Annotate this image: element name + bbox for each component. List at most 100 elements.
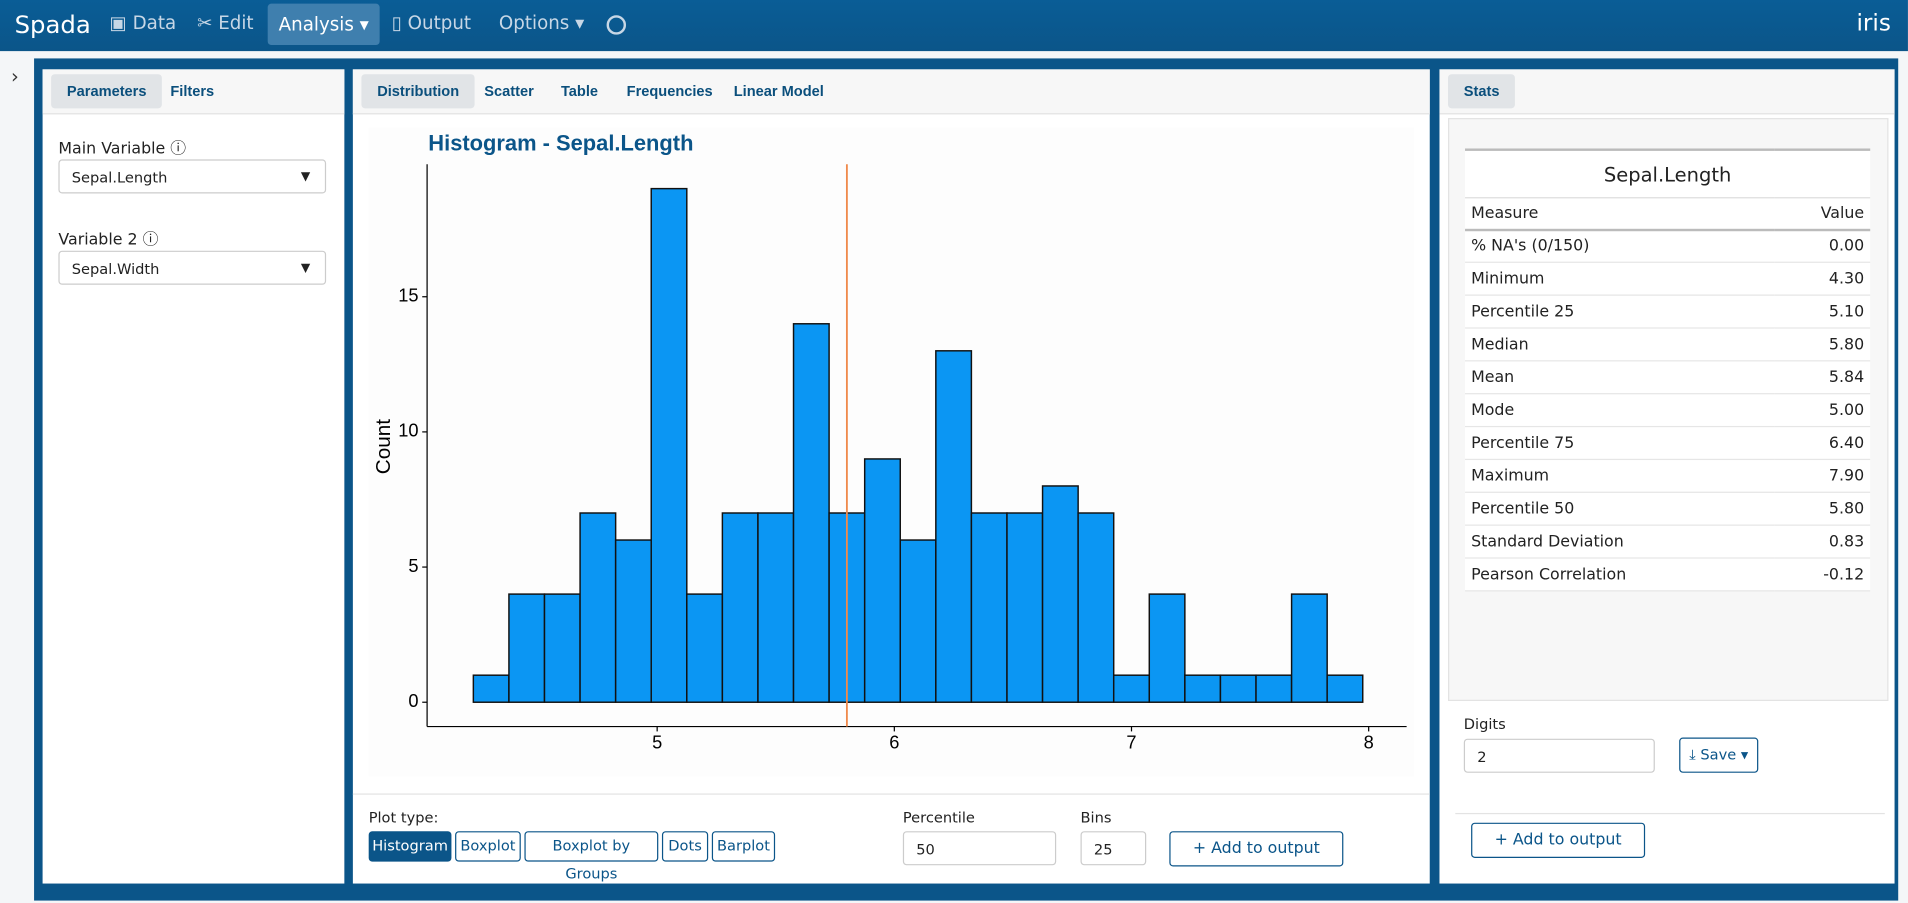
tab-bar: Parameters Filters xyxy=(42,69,345,115)
stats-cell: 5.10 xyxy=(1828,302,1865,321)
x-tick-label: 7 xyxy=(1126,731,1136,752)
stats-row: % NA's (0/150) 0.00 xyxy=(1465,229,1871,263)
stats-cell: -0.12 xyxy=(1823,565,1865,584)
plot-type-label: Plot type: xyxy=(368,809,439,827)
plot-type-button[interactable]: Dots xyxy=(661,831,709,862)
digits-input[interactable]: 2 xyxy=(1463,738,1655,773)
navbar: Spada ▣ Data ✂ Edit Analysis ▾ ▯ Output … xyxy=(0,0,1908,52)
nav-analysis[interactable]: Analysis ▾ xyxy=(267,3,380,46)
stats-title: Sepal.Length xyxy=(1603,162,1732,186)
right-panel: Stats Sepal.Length Measure Value % NA's (… xyxy=(1439,69,1895,884)
percentile-label: Percentile xyxy=(902,809,975,827)
tab[interactable]: Distribution xyxy=(361,74,475,109)
bar xyxy=(686,593,724,703)
bar xyxy=(614,539,652,703)
center-panel: Distribution Scatter Table Frequencies L… xyxy=(352,69,1430,884)
tab-bar: Distribution Scatter Table Frequencies L… xyxy=(352,69,1430,115)
nav-output[interactable]: ▯ Output xyxy=(391,12,472,35)
bins-label: Bins xyxy=(1080,809,1112,827)
stats-row: Median 5.80 xyxy=(1465,328,1871,361)
stats-cell: 7.90 xyxy=(1828,466,1865,485)
github-icon[interactable] xyxy=(606,15,627,36)
bar xyxy=(1219,674,1257,703)
nav-label: Options xyxy=(498,12,570,35)
percentile-input[interactable]: 50 xyxy=(902,831,1057,866)
add-output-button[interactable]: + Add to output xyxy=(1471,822,1646,858)
y-axis-label: Count xyxy=(372,419,395,474)
stats-box: Sepal.Length Measure Value % NA's (0/150)… xyxy=(1447,118,1889,701)
digits-label: Digits xyxy=(1463,715,1506,733)
tab[interactable]: Scatter xyxy=(484,82,534,100)
nav-label: Data xyxy=(132,12,177,35)
add-output-button[interactable]: + Add to output xyxy=(1169,831,1344,867)
header-cell: Measure xyxy=(1471,204,1539,223)
select-value: Sepal.Width xyxy=(71,260,160,278)
bar xyxy=(1255,674,1293,703)
left-panel: Parameters Filters Main Variable ⓘ Sepal… xyxy=(42,69,345,884)
field-label: Variable 2 ⓘ xyxy=(58,231,159,250)
tab[interactable]: Frequencies xyxy=(626,82,713,100)
stats-cell: 0.83 xyxy=(1828,532,1865,551)
bar xyxy=(721,512,759,703)
stats-row: Mode 5.00 xyxy=(1465,394,1871,427)
tab[interactable]: Stats xyxy=(1447,74,1516,109)
stats-row: Percentile 50 5.80 xyxy=(1465,492,1871,526)
button-text: Save xyxy=(1700,746,1737,764)
stats-cell: 6.40 xyxy=(1828,433,1865,453)
bar xyxy=(1006,512,1044,703)
select[interactable]: Sepal.Width ▼ xyxy=(58,250,327,285)
stats-cell: Pearson Correlation xyxy=(1471,565,1627,584)
save-button[interactable]: ⤓ Save ▾ xyxy=(1679,737,1759,773)
stats-cell: Mean xyxy=(1471,368,1515,387)
chart: Histogram - Sepal.Length Count 0 5 10 15 5 6 7… xyxy=(368,127,1414,777)
bar xyxy=(1077,512,1115,703)
plot-type-button[interactable]: Boxplot xyxy=(455,831,521,862)
stats-cell: Minimum xyxy=(1471,269,1545,288)
nav-options[interactable]: Options ▾ xyxy=(498,12,585,35)
select-value: Sepal.Length xyxy=(71,169,168,187)
button-text: Add to output xyxy=(1512,831,1622,850)
label-text: Main Variable xyxy=(58,139,166,159)
stats-cell: Mode xyxy=(1471,401,1515,420)
stats-row: Percentile 25 5.10 xyxy=(1465,295,1871,328)
tab[interactable]: Filters xyxy=(170,82,215,100)
bar xyxy=(1148,593,1186,703)
bar xyxy=(1326,674,1364,703)
stats-cell: 5.00 xyxy=(1828,401,1865,420)
stats-cell: Maximum xyxy=(1471,466,1550,485)
bar xyxy=(899,539,937,703)
bar xyxy=(650,187,688,703)
stats-table: Sepal.Length Measure Value % NA's (0/150)… xyxy=(1465,148,1871,592)
sidebar-toggle[interactable]: › xyxy=(10,64,19,88)
plot-type-button[interactable]: Histogram xyxy=(368,831,452,862)
stats-row: Mean 5.84 xyxy=(1465,361,1871,394)
x-tick-label: 6 xyxy=(889,731,899,752)
bar xyxy=(935,350,973,703)
nav-edit[interactable]: ✂ Edit xyxy=(197,12,254,35)
tab[interactable]: Table xyxy=(560,82,599,100)
tab[interactable]: Parameters xyxy=(51,74,163,109)
tab[interactable]: Linear Model xyxy=(733,82,824,100)
stats-cell: % NA's (0/150) xyxy=(1471,237,1590,256)
nav-label: Analysis xyxy=(278,13,354,36)
brand[interactable]: Spada xyxy=(14,9,91,39)
bar xyxy=(863,458,901,703)
header-cell: Value xyxy=(1820,204,1865,223)
select[interactable]: Sepal.Length ▼ xyxy=(58,159,327,194)
bar xyxy=(543,593,581,703)
stats-cell: 5.84 xyxy=(1828,368,1865,387)
stats-row: Percentile 75 6.40 xyxy=(1465,427,1871,460)
stats-cell: Standard Deviation xyxy=(1471,532,1624,551)
chart-title: Histogram - Sepal.Length xyxy=(428,131,693,156)
nav-label: Edit xyxy=(218,12,254,35)
bar xyxy=(508,593,546,703)
stats-row: Maximum 7.90 xyxy=(1465,459,1871,493)
bar xyxy=(1112,674,1151,703)
button-text: Add to output xyxy=(1211,839,1320,858)
bins-input[interactable]: 25 xyxy=(1080,831,1147,866)
plot-type-button[interactable]: Barplot xyxy=(711,831,776,862)
nav-data[interactable]: ▣ Data xyxy=(109,12,177,35)
plot-type-button[interactable]: Boxplot by Groups xyxy=(524,831,659,882)
bar xyxy=(792,323,830,703)
